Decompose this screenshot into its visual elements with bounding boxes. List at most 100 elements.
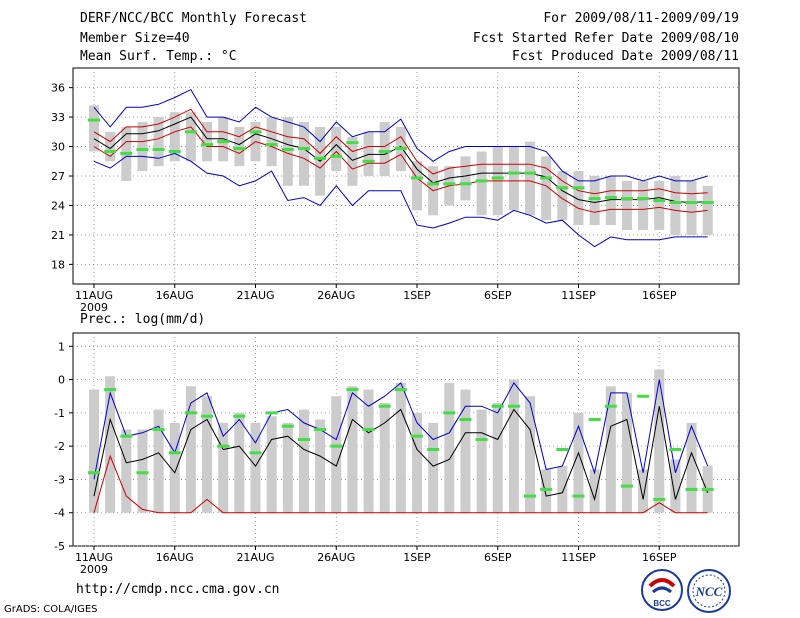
observation-marker xyxy=(314,156,327,160)
footer-url[interactable]: http://cmdp.ncc.cma.gov.cn xyxy=(76,582,280,597)
range-bar xyxy=(508,146,519,211)
observation-marker xyxy=(394,388,407,392)
range-bar xyxy=(363,389,374,513)
observation-marker xyxy=(265,143,278,147)
range-bar xyxy=(557,466,568,513)
observation-marker xyxy=(443,411,456,415)
range-bar xyxy=(557,171,568,221)
range-bar xyxy=(347,136,358,186)
observation-marker xyxy=(281,424,294,428)
y-tick-label: -5 xyxy=(54,540,65,553)
range-bar xyxy=(525,396,536,513)
observation-marker xyxy=(168,149,181,153)
y-tick-label: 36 xyxy=(51,82,65,95)
range-bar xyxy=(266,416,277,513)
observation-marker xyxy=(362,428,375,432)
observation-marker xyxy=(120,151,133,155)
observation-marker xyxy=(201,143,214,147)
observation-marker xyxy=(104,388,117,392)
observation-marker xyxy=(217,444,230,448)
y-tick-label: 24 xyxy=(51,199,65,212)
range-bar xyxy=(379,122,390,176)
observation-marker xyxy=(217,140,230,144)
observation-marker xyxy=(297,147,310,151)
observation-marker xyxy=(281,147,294,151)
observation-marker xyxy=(265,411,278,415)
x-tick-label: 26AUG xyxy=(317,289,355,302)
observation-marker xyxy=(152,428,165,432)
range-bar xyxy=(428,422,439,513)
range-bar xyxy=(670,176,681,235)
grads-credit: GrADS: COLA/IGES xyxy=(4,604,98,615)
produced-date: Fcst Produced Date 2009/08/11 xyxy=(512,49,739,64)
range-bar xyxy=(153,409,164,513)
range-bar xyxy=(621,180,632,230)
series-line-min xyxy=(93,454,708,514)
observation-marker xyxy=(653,497,666,501)
observation-marker xyxy=(411,434,423,438)
x-tick-label: 11SEP xyxy=(561,551,596,564)
panel-precipitation: -5 -4 -3 -2 -1 0 1 11AUG 16AUG 21AUG 26AUG 1SEP 6SEP… xyxy=(54,332,740,576)
range-bar xyxy=(460,389,471,513)
range-bar xyxy=(137,429,148,513)
bcc-logo: BCC xyxy=(641,569,683,611)
observation-marker xyxy=(411,176,423,180)
started-date: Fcst Started Refer Date 2009/08/10 xyxy=(472,31,739,46)
range-bar xyxy=(169,422,180,513)
observation-marker xyxy=(152,147,165,151)
range-bar xyxy=(476,151,487,216)
range-bar xyxy=(638,469,649,513)
observation-marker xyxy=(136,471,149,475)
range-bar xyxy=(218,422,229,513)
x-tick-label: 11SEP xyxy=(561,289,596,302)
observation-marker xyxy=(491,404,504,408)
range-bar xyxy=(331,126,342,172)
x-tick-label: 11AUG xyxy=(75,289,113,302)
y-tick-label: -1 xyxy=(54,407,65,420)
range-bar xyxy=(282,117,293,186)
x-tick-label: 21AUG xyxy=(236,551,274,564)
series-line-max xyxy=(93,379,709,480)
range-bar xyxy=(395,382,406,513)
range-bar xyxy=(686,180,697,235)
observation-marker xyxy=(459,182,472,186)
range-bar xyxy=(185,112,196,162)
x-tick-label: 16SEP xyxy=(642,289,677,302)
member-size: Member Size=40 xyxy=(80,31,190,46)
range-bar xyxy=(589,469,600,513)
observation-marker xyxy=(701,201,714,205)
observation-marker xyxy=(249,130,262,134)
range-bar xyxy=(621,392,632,513)
y-tick-label: 30 xyxy=(51,141,65,154)
observation-marker xyxy=(184,130,197,134)
observation-marker xyxy=(427,447,440,451)
range-bar xyxy=(298,409,309,513)
observation-marker xyxy=(637,197,650,201)
range-bar xyxy=(444,382,455,513)
observation-marker xyxy=(685,201,698,205)
observation-marker xyxy=(620,484,633,488)
range-bar xyxy=(185,386,196,513)
range-bar xyxy=(492,402,503,513)
range-bar xyxy=(121,429,132,513)
range-bar xyxy=(541,156,552,221)
y-tick-label: 33 xyxy=(51,111,65,124)
series-line-max xyxy=(93,88,708,182)
observation-marker xyxy=(524,494,537,498)
range-bar xyxy=(589,176,600,226)
forecast-period: For 2009/08/11-2009/09/19 xyxy=(543,11,739,26)
observation-marker xyxy=(556,186,569,190)
x-year-label: 2009 xyxy=(80,563,108,576)
precip-title: Prec.: log(mm/d) xyxy=(80,312,205,327)
range-bar xyxy=(105,376,116,513)
observation-marker xyxy=(346,388,359,392)
range-bar xyxy=(573,171,584,226)
observation-marker xyxy=(701,487,714,491)
x-tick-label: 26AUG xyxy=(317,551,355,564)
x-tick-label: 21AUG xyxy=(236,289,274,302)
range-bar xyxy=(347,386,358,513)
range-bar xyxy=(541,469,552,513)
observation-marker xyxy=(378,149,391,153)
range-bar xyxy=(412,161,422,211)
ncc-logo: NCC xyxy=(687,569,731,613)
